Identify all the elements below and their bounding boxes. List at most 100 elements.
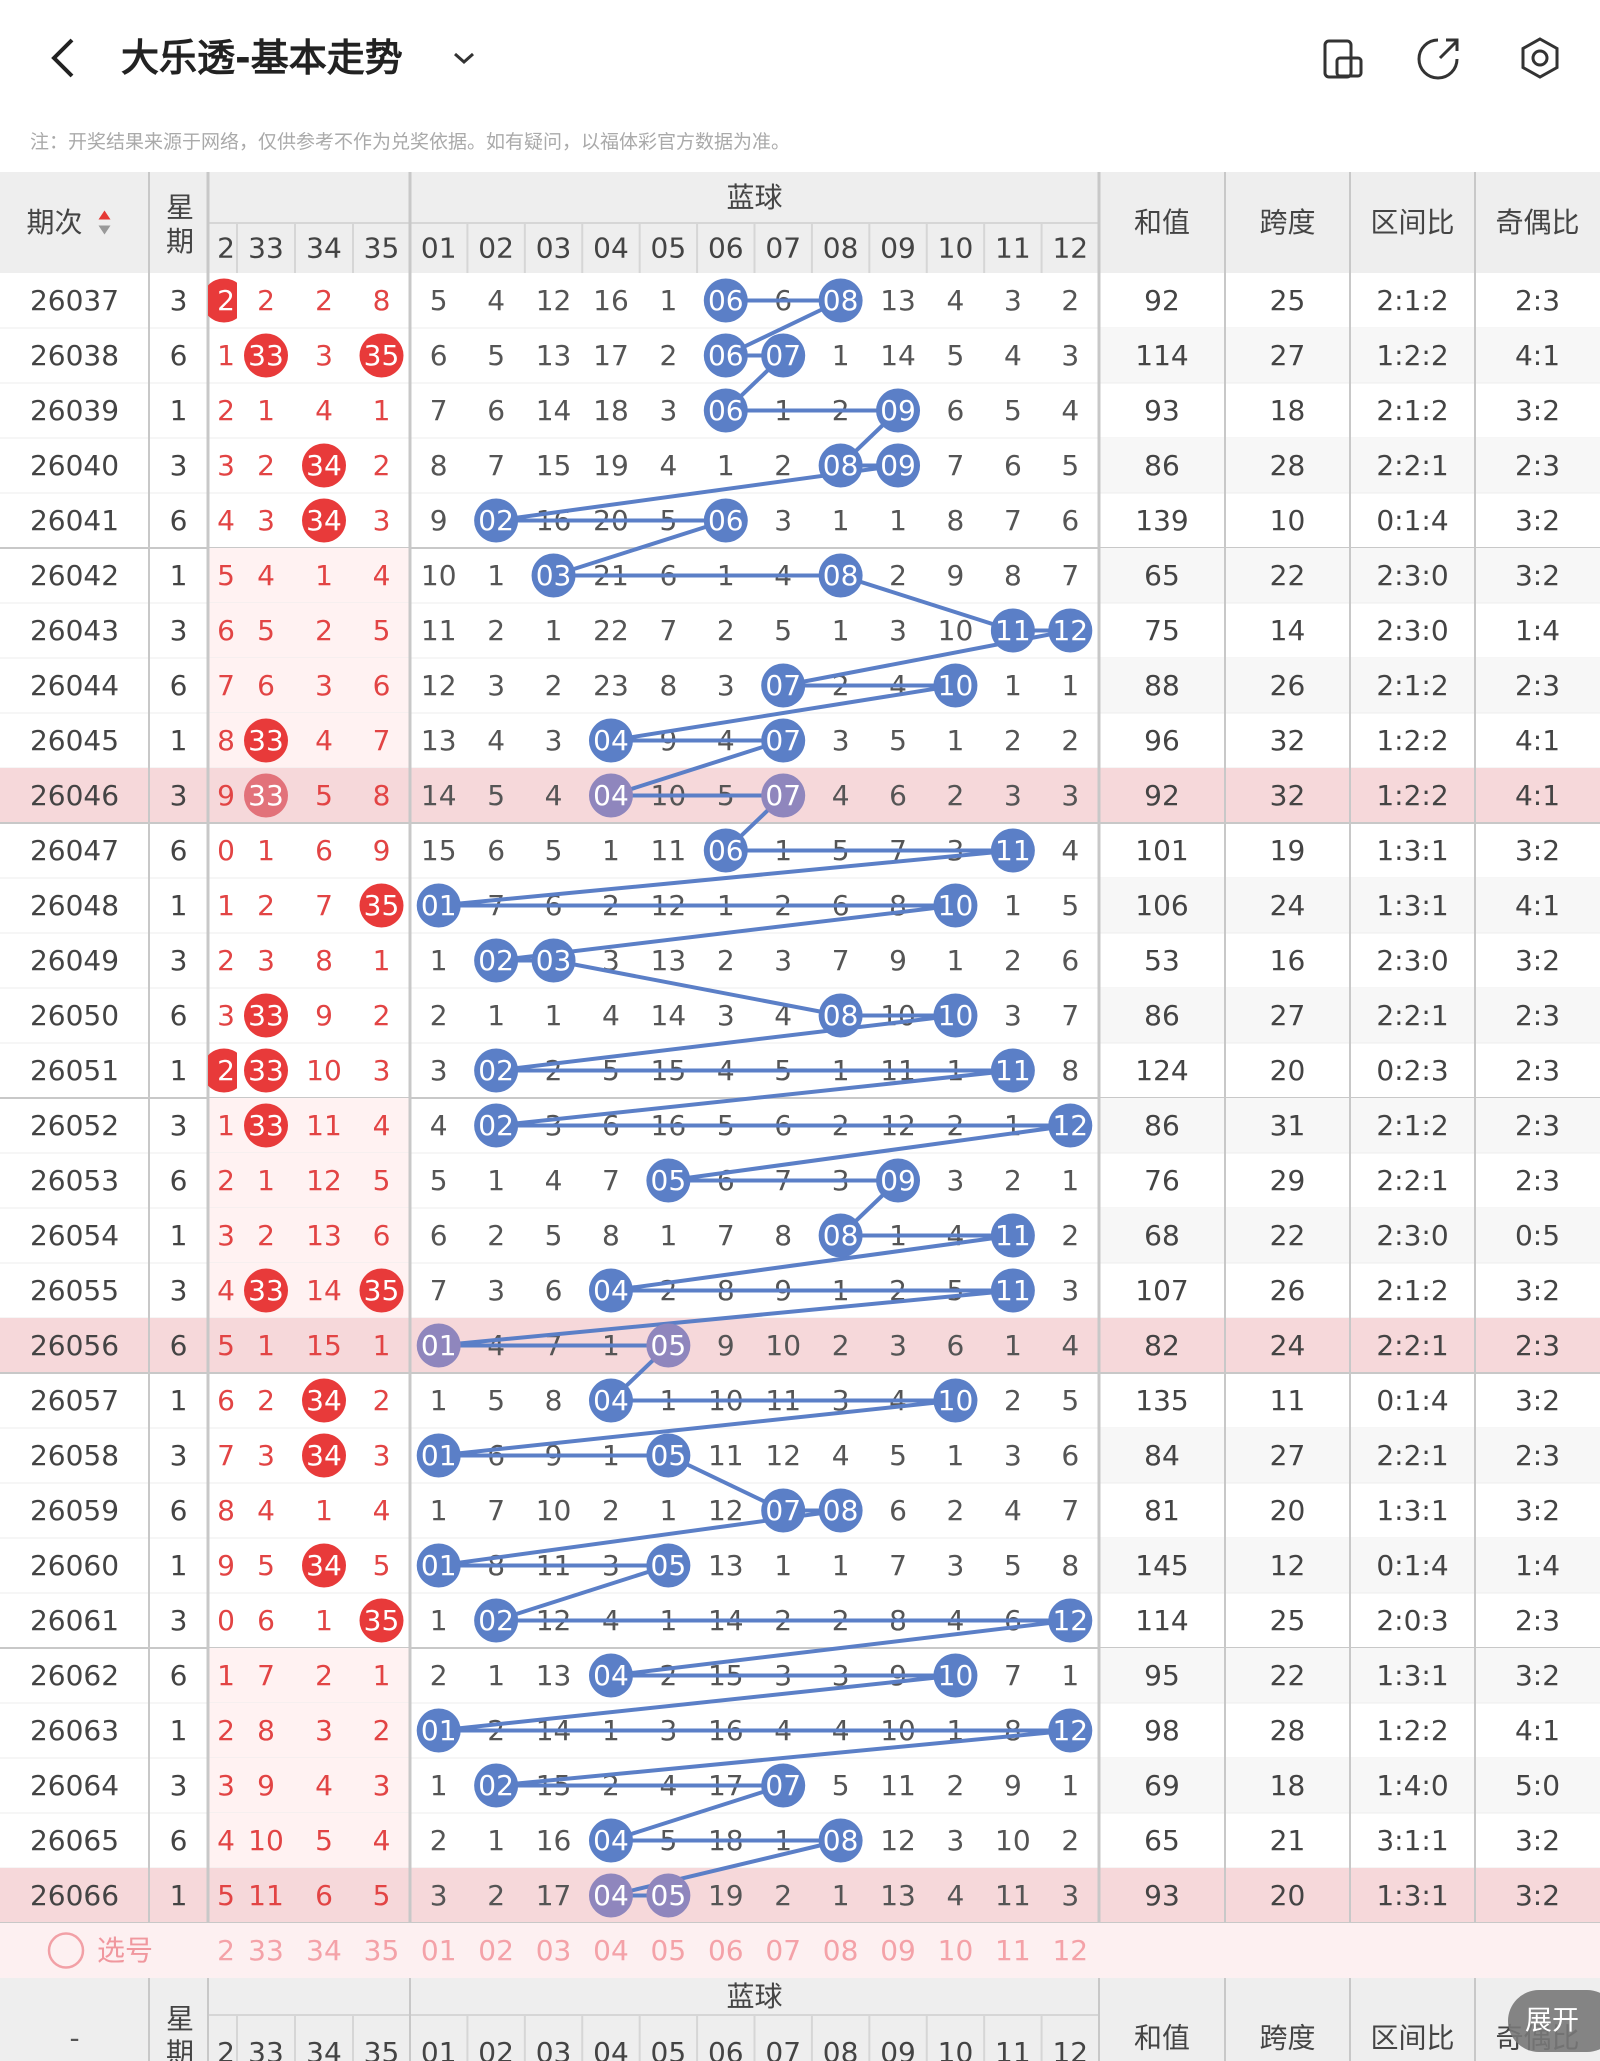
rotate-icon[interactable] xyxy=(1323,39,1363,79)
expand-label: 展开 xyxy=(1525,2006,1579,2037)
period: 26061 xyxy=(30,1604,119,1637)
sum: 135 xyxy=(1135,1384,1188,1417)
blue-ball xyxy=(474,498,519,543)
pick-red[interactable]: 35 xyxy=(364,1934,400,1967)
zone: 0:2:3 xyxy=(1376,1054,1448,1087)
pick-blue[interactable]: 10 xyxy=(938,1934,974,1967)
blue-column-header: 06 xyxy=(708,2036,744,2061)
red-ball-number: 35 xyxy=(364,339,400,372)
red-omission: 1 xyxy=(257,1329,275,1362)
sum: 65 xyxy=(1144,1824,1180,1857)
blue-omission: 10 xyxy=(536,1494,572,1527)
blue-omission: 19 xyxy=(593,449,629,482)
red-omission: 4 xyxy=(217,504,235,537)
blue-omission: 10 xyxy=(421,559,457,592)
pick-blue[interactable]: 08 xyxy=(823,1934,859,1967)
blue-ball xyxy=(761,663,806,708)
span: 22 xyxy=(1270,1219,1306,1252)
blue-omission: 18 xyxy=(593,394,629,427)
sum: 114 xyxy=(1135,339,1188,372)
red-ball-number: 33 xyxy=(248,1109,284,1142)
red-band xyxy=(208,603,410,658)
odd-even: 3:2 xyxy=(1515,394,1560,427)
sum: 139 xyxy=(1135,504,1188,537)
sum: 81 xyxy=(1144,1494,1180,1527)
picker-radio[interactable] xyxy=(47,1932,85,1969)
odd-even: 2:3 xyxy=(1515,1164,1560,1197)
zone: 1:3:1 xyxy=(1376,834,1448,867)
period: 26065 xyxy=(30,1824,119,1857)
blue-omission: 3 xyxy=(774,944,792,977)
expand-button[interactable] xyxy=(1508,1990,1600,2052)
blue-ball-number: 01 xyxy=(421,889,457,922)
red-omission: 5 xyxy=(257,1549,275,1582)
pick-blue[interactable]: 07 xyxy=(765,1934,801,1967)
pick-red[interactable]: 33 xyxy=(248,1934,284,1967)
pick-blue[interactable]: 02 xyxy=(478,1934,514,1967)
period: 26039 xyxy=(30,394,119,427)
blue-omission: 17 xyxy=(593,339,629,372)
pick-blue[interactable]: 01 xyxy=(421,1934,457,1967)
pick-red[interactable]: 34 xyxy=(306,1934,342,1967)
pick-blue[interactable]: 06 xyxy=(708,1934,744,1967)
blue-group-header: 蓝球 xyxy=(726,1980,782,2013)
weekday: 3 xyxy=(170,1769,188,1802)
red-omission: 4 xyxy=(257,1494,275,1527)
red-column-header: 35 xyxy=(364,2036,400,2061)
blue-ball xyxy=(933,1378,978,1423)
blue-ball-number: 08 xyxy=(823,284,859,317)
blue-omission: 6 xyxy=(1061,1439,1079,1472)
sum: 114 xyxy=(1135,1604,1188,1637)
red-band xyxy=(208,713,410,768)
pick-red[interactable]: 2 xyxy=(217,1934,235,1967)
red-ball-number: 33 xyxy=(248,724,284,757)
blue-omission: 3 xyxy=(832,724,850,757)
red-omission: 2 xyxy=(257,284,275,317)
pick-blue[interactable]: 09 xyxy=(880,1934,916,1967)
red-ball xyxy=(302,498,346,543)
period: 26047 xyxy=(30,834,119,867)
period: 26041 xyxy=(30,504,119,537)
blue-omission: 2 xyxy=(717,944,735,977)
blue-omission: 4 xyxy=(832,779,850,812)
red-ball-number: 34 xyxy=(306,504,342,537)
blue-ball xyxy=(474,1763,519,1808)
pick-blue[interactable]: 03 xyxy=(536,1934,572,1967)
zone: 1:3:1 xyxy=(1376,1494,1448,1527)
blue-ball-number: 10 xyxy=(938,889,974,922)
blue-omission: 3 xyxy=(947,1164,965,1197)
settings-icon[interactable] xyxy=(1521,37,1559,79)
blue-omission: 8 xyxy=(947,504,965,537)
blue-omission: 22 xyxy=(593,614,629,647)
red-band xyxy=(208,1813,410,1868)
odd-even: 2:3 xyxy=(1515,669,1560,702)
pick-blue[interactable]: 12 xyxy=(1052,1934,1088,1967)
share-icon[interactable] xyxy=(1417,38,1459,80)
blue-omission: 2 xyxy=(1004,724,1022,757)
title-dropdown[interactable] xyxy=(454,52,474,65)
red-ball-number: 35 xyxy=(364,889,400,922)
weekday: 6 xyxy=(170,834,188,867)
blue-omission: 2 xyxy=(545,669,563,702)
blue-omission: 14 xyxy=(880,339,916,372)
blue-ball xyxy=(531,938,576,983)
pick-blue[interactable]: 04 xyxy=(593,1934,629,1967)
blue-ball xyxy=(474,1048,519,1093)
blue-omission: 1 xyxy=(430,1604,448,1637)
pick-blue[interactable]: 11 xyxy=(995,1934,1031,1967)
blue-omission: 8 xyxy=(602,1219,620,1252)
blue-omission: 2 xyxy=(832,1329,850,1362)
red-omission: 6 xyxy=(373,1219,391,1252)
pick-blue[interactable]: 05 xyxy=(651,1934,687,1967)
blue-ball-number: 06 xyxy=(708,284,744,317)
blue-omission: 8 xyxy=(659,669,677,702)
blue-ball-number: 12 xyxy=(1052,1604,1088,1637)
blue-ball-number: 01 xyxy=(421,1714,457,1747)
back-button[interactable] xyxy=(51,38,74,78)
odd-even: 3:2 xyxy=(1515,1659,1560,1692)
period-header[interactable]: 期次 xyxy=(26,206,82,239)
blue-ball xyxy=(646,1543,691,1588)
blue-ball-number: 07 xyxy=(765,1494,801,1527)
blue-omission: 3 xyxy=(1061,1879,1079,1912)
blue-omission: 2 xyxy=(430,1824,448,1857)
